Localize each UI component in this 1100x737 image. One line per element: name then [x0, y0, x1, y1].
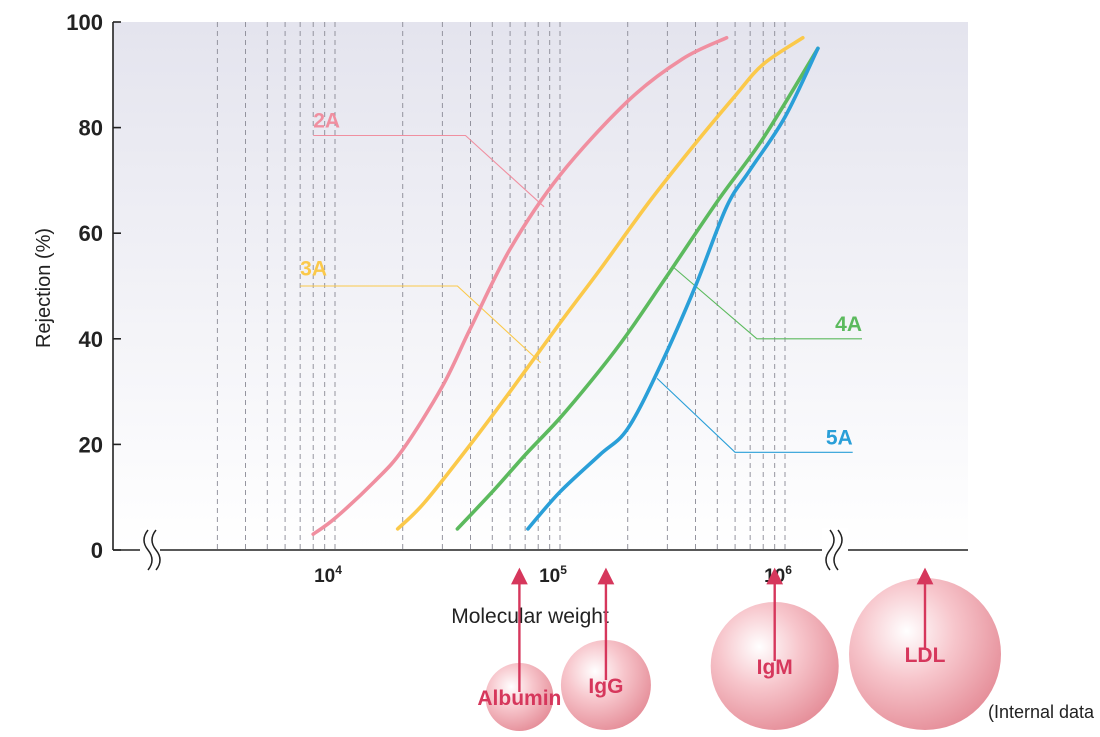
- x-axis-label: Molecular weight: [451, 605, 609, 628]
- molecule-sphere-igm: [710, 602, 839, 730]
- leader-line-3a: [300, 285, 541, 364]
- series-line-4a: [455, 46, 820, 531]
- leader-line-2a: [313, 134, 545, 208]
- molecule-label-ldl: LDL: [905, 644, 946, 667]
- axis-break-right: [822, 528, 848, 572]
- data-series: [311, 36, 820, 536]
- molecule-sphere-albumin: [485, 663, 554, 731]
- axis-break-left: [140, 528, 161, 572]
- series-label-5a: 5A: [826, 426, 853, 449]
- series-line-2a: [311, 36, 729, 536]
- y-tick-label: 100: [66, 10, 103, 35]
- footnote: (Internal data: [988, 702, 1095, 722]
- leader-line-4a: [673, 267, 862, 340]
- leader-line-5a: [656, 378, 853, 453]
- y-axis-label: Rejection (%): [33, 228, 55, 348]
- x-tick-label: 105: [539, 563, 567, 587]
- y-tick-label: 60: [79, 221, 103, 246]
- series-labels: 2A 3A 4A 5A: [300, 110, 862, 450]
- y-tick-label: 20: [79, 432, 103, 457]
- series-label-3a: 3A: [300, 257, 327, 280]
- molecule-markers: Albumin IgG IgM LDL: [477, 567, 1001, 731]
- molecule-label-igg: IgG: [588, 675, 623, 698]
- y-ticks: 0 20 40 60 80 100: [66, 10, 121, 563]
- molecule-sphere-igg: [560, 640, 651, 730]
- x-tick-label: 104: [314, 563, 342, 587]
- series-label-4a: 4A: [835, 313, 862, 336]
- molecule-label-igm: IgM: [757, 656, 793, 679]
- series-label-leaders: [300, 134, 862, 453]
- y-tick-label: 40: [79, 327, 103, 352]
- x-ticks: 104 105 106: [314, 563, 792, 587]
- molecule-label-albumin: Albumin: [477, 687, 561, 710]
- y-tick-label: 0: [91, 538, 103, 563]
- x-tick-label: 106: [764, 563, 792, 587]
- y-tick-label: 80: [79, 116, 103, 141]
- series-line-5a: [526, 46, 820, 531]
- molecule-sphere-ldl: [849, 578, 1001, 730]
- series-label-2a: 2A: [313, 110, 340, 133]
- plot-background: [113, 22, 968, 550]
- series-line-3a: [395, 36, 805, 531]
